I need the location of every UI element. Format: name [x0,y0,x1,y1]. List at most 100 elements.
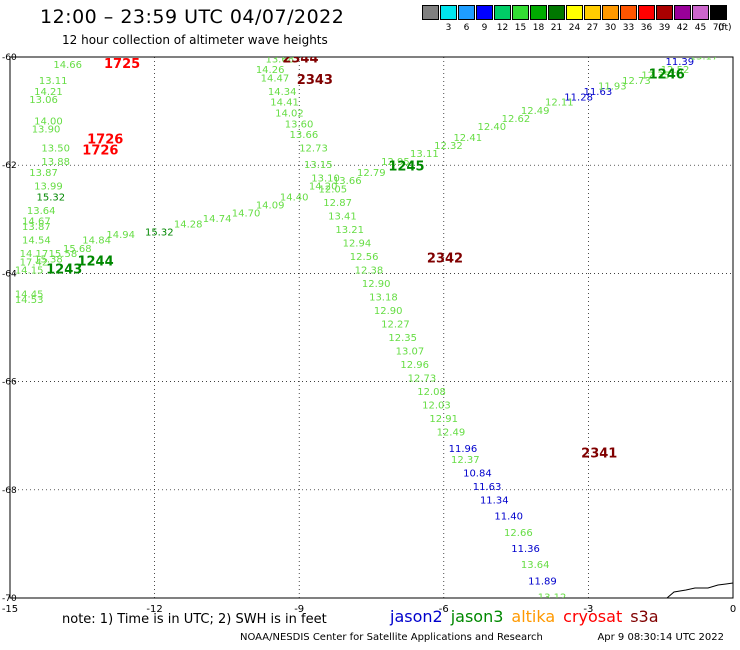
wave-height-value: 11.93 [598,81,627,92]
wave-height-value: 12.52 [661,65,690,76]
wave-height-value: 12.79 [357,168,386,179]
wave-height-value: 14.40 [280,192,309,203]
wave-height-value: 15.32 [145,228,174,239]
scale-label: 18 [532,23,545,33]
scale-swatch [422,5,439,20]
coastline [666,582,734,599]
y-tick-label: -60 [2,53,17,63]
scale-swatch [530,5,547,20]
pass-time-label: 2344 [282,51,318,66]
wave-height-value: 14.53 [15,295,44,306]
y-tick-label: -66 [2,378,17,388]
wave-height-value: 12.95 [381,157,410,168]
scale-swatch [458,5,475,20]
wave-height-value: 14.02 [275,109,304,120]
pass-time-label: 2341 [581,446,617,461]
wave-height-value: 11.89 [528,576,557,587]
wave-height-value: 13.11 [410,149,439,160]
wave-height-value: 14.54 [22,236,51,247]
wave-height-value: 12.40 [478,122,507,133]
scale-swatch [656,5,673,20]
wave-height-value: 14.34 [268,87,297,98]
wave-height-value: 12.90 [374,306,403,317]
scale-swatch [692,5,709,20]
wave-height-value: 12.49 [521,106,550,117]
wave-height-value: 13.64 [521,560,550,571]
footer-timestamp: Apr 9 08:30:14 UTC 2022 [597,632,724,643]
wave-height-value: 11.40 [494,512,523,523]
wave-height-value: 14.09 [256,200,285,211]
footer-credit: NOAA/NESDIS Center for Satellite Applica… [240,632,543,643]
wave-height-value: 13.11 [39,76,68,87]
legend-item-cryosat: cryosat [563,607,623,626]
wave-height-value: 14.67 [22,217,51,228]
wave-height-value: 15.38 [34,255,63,266]
x-tick-label: 0 [730,604,736,615]
wave-height-value: 14.66 [53,60,82,71]
x-tick-label: -12 [146,604,162,615]
wave-height-value: 15.32 [37,192,66,203]
scale-label: 3 [445,23,452,33]
scale-label: 30 [604,23,617,33]
scale-swatch [494,5,511,20]
wave-height-value: 13.15 [304,160,333,171]
wave-height-value: 13.41 [328,211,357,222]
wave-height-value: 15.61 [53,49,82,60]
scale-label: 12 [496,23,509,33]
wave-height-value: 12.90 [362,279,391,290]
wave-height-value: 12.03 [422,401,451,412]
wave-height-value: 12.94 [343,238,372,249]
wave-height-value: 12.73 [299,144,328,155]
wave-height-value: 13.17 [690,52,719,63]
wave-height-value: 14.74 [203,214,232,225]
y-tick-label: -70 [2,594,17,604]
scale-label: 21 [550,23,563,33]
wave-height-value: 13.66 [333,176,362,187]
wave-height-value: 12.96 [400,360,429,371]
wave-height-value: 12.73 [408,374,437,385]
pass-time-label: 1726 [82,143,118,158]
scale-swatch [620,5,637,20]
legend-item-altika: altika [511,607,556,626]
wave-height-value: 10.84 [463,468,492,479]
wave-height-value: 13.90 [32,125,61,136]
scale-swatch [602,5,619,20]
wave-height-value: 14.26 [256,65,285,76]
wave-height-value: 12.35 [641,71,670,82]
scale-label: 24 [568,23,581,33]
wave-height-value: 13.50 [41,144,70,155]
wave-height-value: 12.27 [381,320,410,331]
wave-height-value: 14.84 [82,236,111,247]
wave-height-value: 12.91 [429,414,458,425]
wave-height-value: 14.17 [20,249,49,260]
wave-height-value: 11.28 [564,92,593,103]
wave-height-value: 12.38 [355,265,384,276]
scale-label: 33 [622,23,635,33]
wave-height-value: 13.12 [538,593,567,604]
page-title: 12:00 – 23:59 UTC 04/07/2022 [40,6,345,28]
scale-label: 70 [712,23,725,33]
wave-height-value: 11.36 [511,544,540,555]
pass-time-label: 2343 [297,73,333,88]
pass-time-label: 1245 [388,160,424,175]
scale-swatch [674,5,691,20]
wave-height-value: 12.35 [388,333,417,344]
wave-height-value: 15.58 [49,249,78,260]
wave-height-value: 12.49 [437,428,466,439]
scale-swatch [710,5,727,20]
wave-height-value: 13.18 [369,292,398,303]
wave-height-value: 13.87 [22,222,51,233]
note-text: note: 1) Time is in UTC; 2) SWH is in fe… [62,612,327,627]
scale-swatch [512,5,529,20]
scale-unit: (ft) [718,23,732,33]
wave-height-value: 11.63 [584,87,613,98]
pass-time-label: 1725 [104,57,140,72]
wave-height-value: 15.68 [63,244,92,255]
satellite-legend: jason2 jason3 altika cryosat s3a [390,607,667,626]
wave-height-value: 12.56 [350,252,379,263]
pass-time-label: 1726 [87,133,123,148]
scale-label: 36 [640,23,653,33]
wave-height-value: 11.39 [666,57,695,68]
wave-height-value: 14.94 [106,230,135,241]
wave-height-value: 13.10 [311,173,340,184]
